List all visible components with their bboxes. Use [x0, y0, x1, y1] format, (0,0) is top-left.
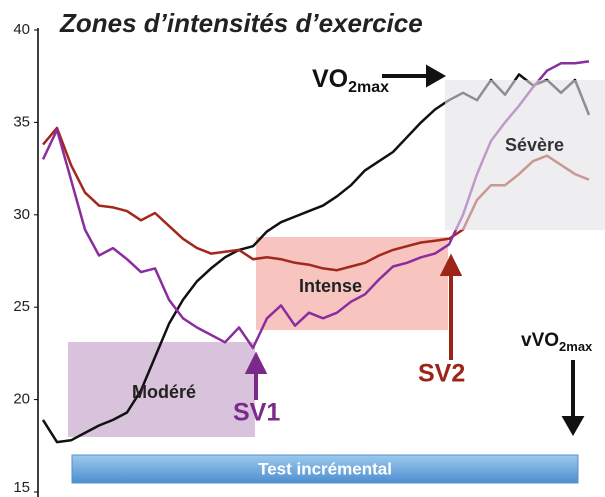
zone-moderate-label: Modéré	[132, 382, 196, 402]
vo2max-main: VO	[312, 65, 348, 93]
vo2max-label: VO2max	[312, 65, 389, 97]
zone-severe-label: Sévère	[505, 135, 564, 155]
y-tick-label: 25	[13, 298, 30, 315]
chart-title: Zones d’intensités d’exercice	[59, 8, 423, 38]
sv1-arrow	[244, 351, 268, 400]
zone-moderate	[68, 342, 255, 437]
y-tick-label: 40	[13, 21, 30, 38]
y-tick-label: 30	[13, 206, 30, 223]
y-tick-label: 20	[13, 391, 30, 408]
test-bar	[71, 454, 579, 484]
test-label: Test incrémental	[258, 459, 392, 478]
vvo2max-main: vVO	[521, 330, 559, 351]
sv2-arrow	[439, 253, 463, 360]
vvo2max-label: vVO2max	[521, 330, 593, 354]
sv1-label: SV1	[233, 399, 280, 427]
y-tick-label: 35	[13, 113, 30, 130]
vvo2max-sub: 2max	[559, 339, 593, 354]
zone-severe	[445, 80, 605, 230]
vo2max-sub: 2max	[348, 79, 389, 96]
y-tick-label: 15	[13, 479, 30, 496]
sv2-label: SV2	[418, 360, 465, 388]
vo2max-arrow	[382, 64, 447, 88]
vvo2max-arrow	[561, 360, 585, 437]
zone-intense-label: Intense	[299, 276, 362, 296]
